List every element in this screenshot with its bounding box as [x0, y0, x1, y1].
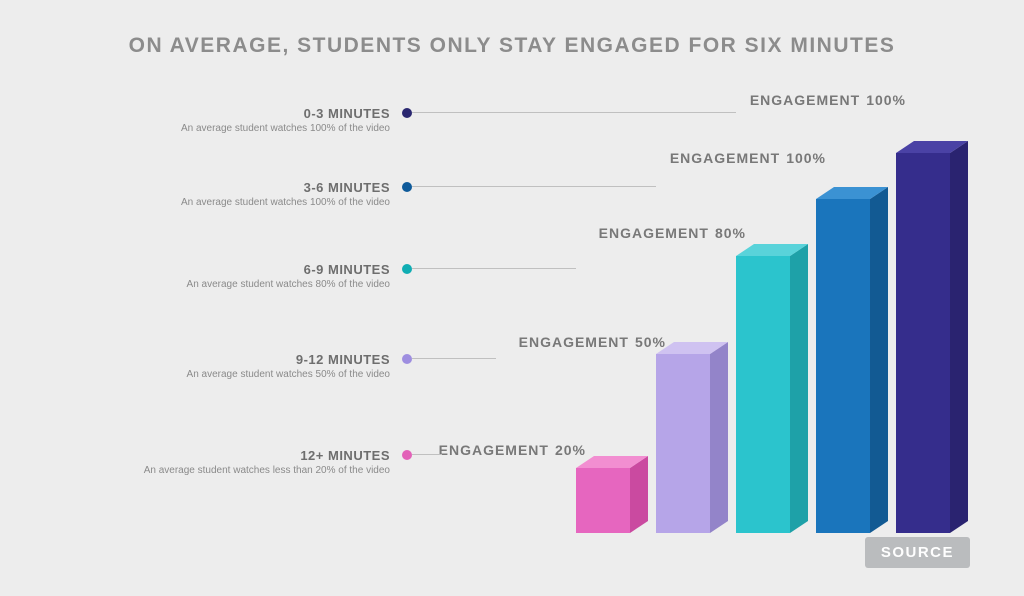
range-description: An average student watches 80% of the vi…	[110, 279, 390, 290]
bar-3d	[816, 187, 888, 533]
legend-row: 0-3 MINUTES An average student watches 10…	[110, 106, 390, 134]
range-label: 6-9 MINUTES	[110, 262, 390, 277]
engagement-label: ENGAGEMENT100%	[0, 92, 906, 108]
bar-3d	[896, 141, 968, 533]
engagement-label: ENGAGEMENT20%	[0, 442, 586, 458]
range-description: An average student watches 50% of the vi…	[110, 369, 390, 380]
legend-row: 3-6 MINUTES An average student watches 10…	[110, 180, 390, 208]
lead-line	[412, 268, 576, 269]
range-label: 0-3 MINUTES	[110, 106, 390, 121]
legend-row: 9-12 MINUTES An average student watches 5…	[110, 352, 390, 380]
engagement-label: ENGAGEMENT80%	[0, 225, 746, 241]
range-label: 3-6 MINUTES	[110, 180, 390, 195]
lead-line	[412, 186, 656, 187]
engagement-label: ENGAGEMENT100%	[0, 150, 826, 166]
chart-title: ON AVERAGE, STUDENTS ONLY STAY ENGAGED F…	[0, 34, 1024, 58]
source-badge[interactable]: SOURCE	[865, 537, 970, 568]
bar-3d	[656, 342, 728, 533]
engagement-label: ENGAGEMENT50%	[0, 334, 666, 350]
lead-line	[412, 358, 496, 359]
bar-3d	[736, 244, 808, 533]
range-description: An average student watches 100% of the v…	[110, 197, 390, 208]
legend-row: 6-9 MINUTES An average student watches 80…	[110, 262, 390, 290]
legend-dot	[402, 108, 412, 118]
range-description: An average student watches less than 20%…	[110, 465, 390, 476]
legend-dot	[402, 354, 412, 364]
lead-line	[412, 454, 442, 455]
bar-3d	[576, 456, 648, 533]
range-description: An average student watches 100% of the v…	[110, 123, 390, 134]
lead-line	[412, 112, 736, 113]
range-label: 9-12 MINUTES	[110, 352, 390, 367]
legend-dot	[402, 182, 412, 192]
legend-dot	[402, 264, 412, 274]
